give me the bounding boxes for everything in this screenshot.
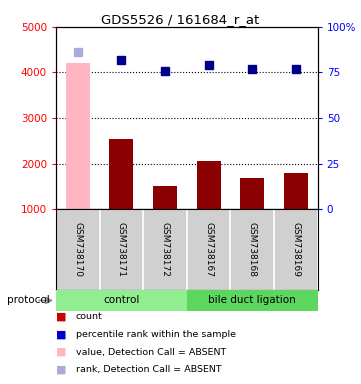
Text: percentile rank within the sample: percentile rank within the sample	[76, 330, 236, 339]
Bar	[109, 139, 133, 209]
Text: control: control	[103, 295, 140, 306]
Bar	[240, 178, 264, 209]
Text: count: count	[76, 312, 103, 321]
Text: GSM738168: GSM738168	[248, 222, 257, 277]
Bar	[284, 173, 308, 209]
Text: GDS5526 / 161684_r_at: GDS5526 / 161684_r_at	[101, 13, 260, 26]
Bar	[197, 161, 221, 209]
Bar	[66, 63, 90, 209]
Bar	[56, 290, 187, 311]
Text: GSM738169: GSM738169	[291, 222, 300, 277]
Text: ■: ■	[56, 312, 66, 322]
Text: rank, Detection Call = ABSENT: rank, Detection Call = ABSENT	[76, 365, 221, 374]
Bar	[153, 187, 177, 209]
Bar	[187, 290, 318, 311]
Text: value, Detection Call = ABSENT: value, Detection Call = ABSENT	[76, 348, 226, 357]
Text: bile duct ligation: bile duct ligation	[208, 295, 296, 306]
Text: GSM738171: GSM738171	[117, 222, 126, 277]
Text: ■: ■	[56, 347, 66, 357]
Text: protocol: protocol	[7, 295, 50, 306]
Text: ■: ■	[56, 365, 66, 375]
Text: ■: ■	[56, 329, 66, 339]
Text: GSM738170: GSM738170	[73, 222, 82, 277]
Text: GSM738167: GSM738167	[204, 222, 213, 277]
Text: GSM738172: GSM738172	[161, 222, 170, 277]
